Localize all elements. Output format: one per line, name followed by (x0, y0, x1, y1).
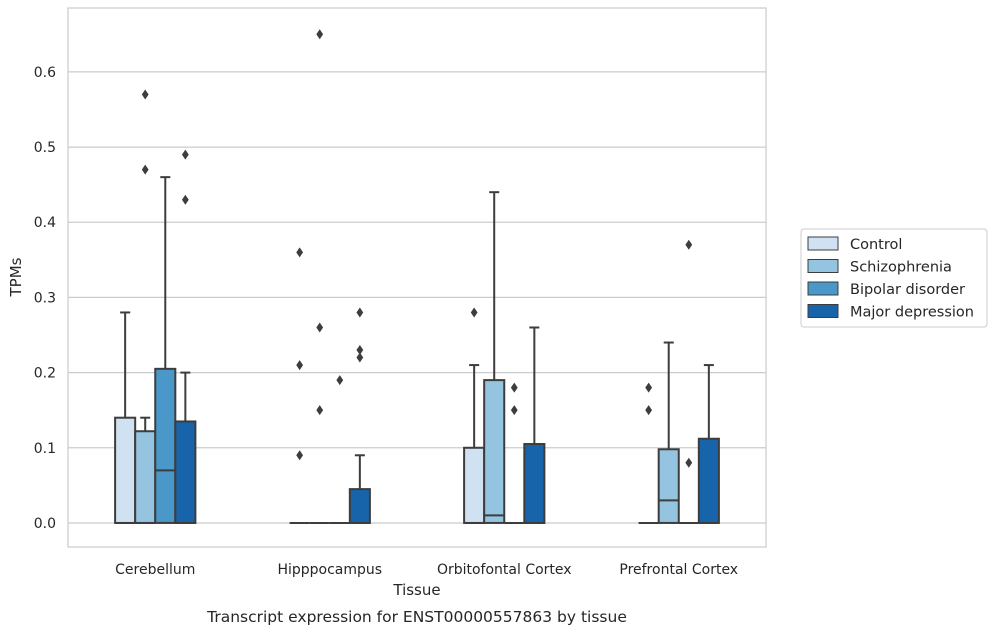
y-axis-title: TPMs (7, 257, 25, 297)
box-group (154, 176, 177, 524)
y-tick-label: 0.4 (34, 215, 56, 231)
outlier-point (316, 322, 324, 333)
y-tick-label: 0.2 (34, 366, 56, 382)
outlier-point (510, 382, 518, 393)
box (114, 416, 137, 524)
boxes (114, 29, 720, 524)
box-group (463, 307, 486, 524)
outlier-point (685, 239, 693, 250)
y-tick-label: 0.0 (34, 516, 56, 532)
legend-label: Control (850, 237, 902, 253)
outlier-point (645, 382, 653, 393)
outlier-point (470, 307, 478, 318)
box-group (174, 149, 197, 524)
legend: Control Schizophrenia Bipolar disorder Majo… (800, 228, 988, 328)
box (657, 448, 680, 524)
box-group (329, 375, 350, 524)
box-group (638, 382, 659, 524)
x-axis-title: Tissue (392, 581, 440, 599)
outlier-point (181, 149, 189, 160)
outlier-point (510, 405, 518, 416)
y-tick-labels: 0.0 0.1 0.2 0.3 0.4 0.5 0.6 (34, 65, 56, 532)
box (154, 367, 177, 524)
chart-caption: Transcript expression for ENST0000055786… (206, 608, 627, 626)
legend-label: Bipolar disorder (850, 282, 965, 298)
y-tick-label: 0.6 (34, 65, 56, 81)
legend-label: Schizophrenia (850, 260, 952, 276)
box-group (309, 29, 330, 524)
outlier-point (356, 345, 364, 356)
outlier-point (296, 450, 304, 461)
outlier-point (141, 89, 149, 100)
legend-swatch (807, 281, 839, 296)
x-tick-label: Orbitofontal Cortex (437, 562, 572, 578)
box-group (134, 89, 157, 524)
box-group (657, 341, 680, 524)
outlier-point (685, 457, 693, 468)
legend-swatch (807, 259, 839, 273)
box-group (504, 382, 525, 524)
box-group (289, 247, 310, 524)
box-group (678, 239, 699, 524)
box-group (348, 307, 371, 524)
legend-swatch (807, 304, 839, 318)
x-tick-label: Hipppocampus (277, 562, 382, 578)
outlier-point (316, 405, 324, 416)
x-tick-label: Cerebellum (115, 562, 195, 578)
outlier-point (296, 360, 304, 371)
box (174, 420, 197, 524)
plot-frame (67, 7, 767, 548)
outlier-point (141, 164, 149, 175)
outlier-point (645, 405, 653, 416)
y-tick-label: 0.1 (34, 441, 56, 457)
outlier-point (356, 352, 364, 363)
box (348, 488, 371, 524)
box-group (523, 326, 546, 524)
box (463, 446, 486, 524)
x-tick-labels: Cerebellum Hipppocampus Orbitofontal Corte… (115, 562, 738, 578)
box (523, 443, 546, 524)
outlier-point (296, 247, 304, 258)
box (697, 437, 720, 524)
outlier-point (316, 29, 324, 40)
y-tick-label: 0.3 (34, 290, 56, 306)
outlier-point (356, 307, 364, 318)
box-group (114, 311, 137, 524)
legend-swatch (807, 236, 839, 251)
legend-frame (800, 228, 988, 328)
outlier-point (336, 375, 344, 386)
legend-label: Major depression (850, 305, 974, 321)
box (483, 379, 506, 524)
box (134, 430, 157, 524)
box-group (483, 191, 506, 524)
box-group (697, 364, 720, 524)
outlier-point (181, 194, 189, 205)
x-tick-label: Prefrontal Cortex (619, 562, 738, 578)
y-tick-label: 0.5 (34, 140, 56, 156)
